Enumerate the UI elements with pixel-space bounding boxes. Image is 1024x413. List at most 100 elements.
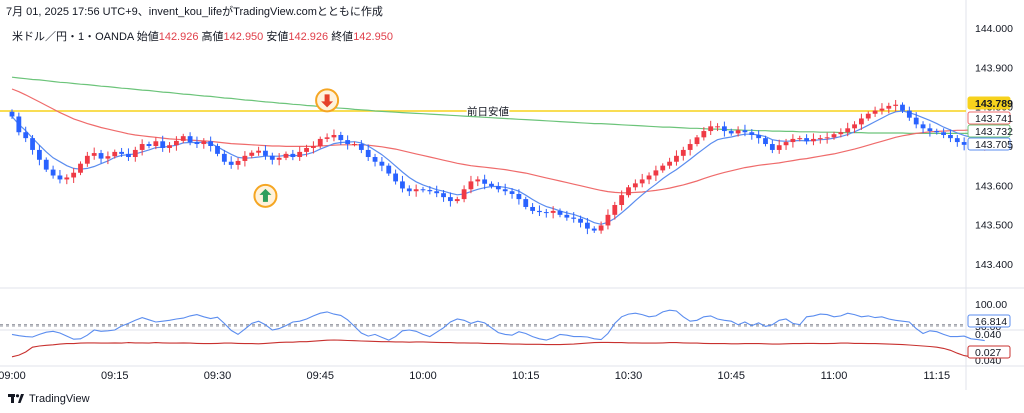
candle-body [948,134,953,139]
rsi-value-label: 16.814 [975,316,1007,328]
candle-body [715,126,720,128]
prev-high-label: 前日安値 [467,105,509,118]
candle-body [550,210,556,213]
close-label: 終値 [331,31,354,43]
candle-body [509,191,515,194]
candle-body [564,214,570,218]
candle-body [879,108,885,111]
candle-body [283,153,289,158]
candle-body [37,149,42,160]
candle-body [934,131,940,133]
time-tick-label: 09:45 [306,370,334,382]
time-tick-label: 10:45 [717,370,745,382]
candle-body [119,151,124,154]
candle-body [756,134,762,139]
candle-body [742,130,748,133]
candle-body [427,190,433,192]
candle-body [167,145,172,148]
candle-body [23,132,29,139]
candle-body [454,199,460,202]
candle-body [434,191,440,194]
price-tick-label: 143.600 [975,180,1013,192]
price-legend: 米ドル／円・1・OANDA 始値142.926 高値142.950 安値142.… [12,28,393,44]
candle-body [358,144,364,150]
candle-body [783,142,789,146]
candle-body [824,137,830,139]
candle-body [311,146,316,148]
candle-body [591,228,597,231]
candle-body [91,153,97,156]
candle-body [98,153,104,159]
candle-body [913,117,919,125]
candle-body [530,206,535,211]
candle-body [900,104,905,111]
price-tick-label: 143.500 [975,220,1013,232]
candle-body [859,118,864,125]
candle-body [927,128,933,132]
candle-body [920,124,926,129]
candle-body [372,157,378,162]
buy-signal-arrow-icon [259,188,272,202]
candle-body [845,128,851,133]
candle-body [235,160,241,165]
candle-body [571,217,577,219]
candle-body [612,205,618,215]
candle-body [797,138,803,140]
candle-body [475,179,481,182]
candle-body [304,147,309,152]
footer[interactable]: TradingView [8,393,90,405]
candle-body [872,110,878,114]
candle-body [352,144,357,146]
price-badge-prev_high [967,96,1011,110]
candle-body [769,144,775,150]
candle-body [653,170,659,176]
candle-body [468,181,474,190]
price-badge-label: 143.789 [975,98,1013,110]
candle-body [146,144,152,146]
time-tick-label: 09:30 [204,370,232,382]
open-value: 142.926 [158,31,199,43]
price-badge-ma_slow [967,111,1011,125]
rsi-line [11,309,985,342]
candle-body [687,144,693,150]
candle-body [30,138,35,150]
candle-body [317,138,323,146]
low-label: 安値 [266,31,289,43]
candle-body [160,141,166,148]
candle-body [393,173,398,182]
candle-body [667,161,672,166]
candle-body [598,225,604,231]
candle-body [619,195,625,205]
candle-body [57,175,63,180]
candle-body [639,179,645,184]
candle-body [502,189,508,192]
candle-body [680,149,686,156]
time-tick-label: 11:00 [821,370,848,382]
close-value: 142.950 [353,31,393,43]
rsi-tick-label: 100.00 [975,299,1007,311]
candle-body [893,104,899,106]
rsi-tick-label: 0.040 [975,329,1001,341]
candle-body [9,111,15,117]
candle-body [84,155,90,164]
candle-body [406,188,412,192]
candle-body [489,183,494,187]
price-tick-label: 143.900 [975,62,1013,74]
candle-body [776,145,782,150]
candle-body [112,151,118,157]
sell-signal-arrow-icon [321,94,334,108]
candle-body [804,138,809,142]
candle-body [43,159,49,170]
candle-body [187,136,193,143]
price-tick-label: 143.400 [975,259,1013,271]
price-badge-ma_fast [967,137,1011,151]
footer-brand: TradingView [29,393,90,405]
candle-body [708,126,714,132]
candle-body [215,146,220,154]
candle-body [646,175,652,180]
candle-body [886,105,892,109]
candle-body [263,150,268,156]
candle-body [228,161,234,165]
candle-body [338,134,344,141]
